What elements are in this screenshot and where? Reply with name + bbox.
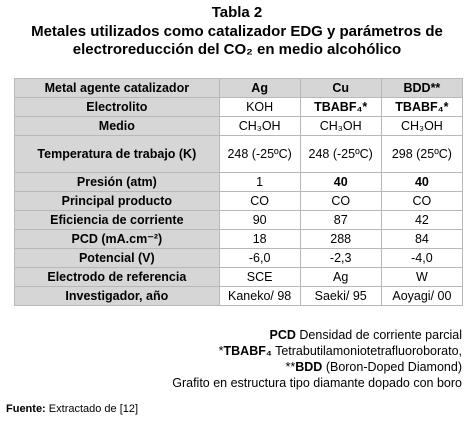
header-row: Metal agente catalizador Ag Cu BDD** (14, 78, 464, 98)
table-label: Tabla 2 (211, 4, 263, 21)
cell: 40 (299, 172, 382, 192)
table-row: PCD (mA.cm⁻²) 18 288 84 (14, 229, 464, 249)
table-row: Electrodo de referencia SCE Ag W (14, 267, 464, 287)
cell: CO (380, 191, 464, 211)
row-label: Presión (atm) (14, 172, 220, 192)
note-prefix: ** (285, 360, 296, 374)
row-label: Electrolito (14, 97, 220, 117)
table-row: Potencial (V) -6,0 -2,3 -4,0 (14, 248, 464, 268)
cell: Ag (299, 267, 382, 287)
row-label: Investigador, año (14, 286, 220, 306)
table-row: Medio CH₃OH CH₃OH CH₃OH (14, 116, 464, 136)
note-text: Densidad de corriente parcial (299, 328, 462, 342)
cell: 87 (299, 210, 382, 230)
note: *TBABF₄ Tetrabutilamoniotetrafluoroborat… (172, 343, 462, 359)
row-label: Electrodo de referencia (14, 267, 220, 287)
cell: Saeki/ 95 (299, 286, 382, 306)
cell: TBABF₄* (299, 97, 382, 117)
data-table: Metal agente catalizador Ag Cu BDD** Ele… (14, 78, 464, 306)
cell: Aoyagi/ 00 (380, 286, 464, 306)
note-text: Tetrabutilamoniotetrafluoroborato, (275, 344, 462, 358)
source-label: Fuente: (6, 403, 46, 415)
source: Fuente: Extractado de [12] (6, 403, 138, 415)
table-row: Temperatura de trabajo (K) 248 (-25ºC) 248… (14, 135, 464, 173)
cell: 90 (218, 210, 301, 230)
cell: 248 (-25ºC) (218, 135, 301, 173)
table-row: Principal producto CO CO CO (14, 191, 464, 211)
note-text: Grafito en estructura tipo diamante dopa… (172, 376, 462, 390)
header-cell: Metal agente catalizador (14, 78, 220, 98)
table-row: Presión (atm) 1 40 40 (14, 172, 464, 192)
note-prefix: * (218, 344, 224, 358)
note-term: TBABF₄ (223, 344, 272, 358)
cell: CH₃OH (218, 116, 301, 136)
cell: 42 (380, 210, 464, 230)
notes: PCD Densidad de corriente parcial *TBABF… (172, 327, 462, 391)
cell: Kaneko/ 98 (218, 286, 301, 306)
header-cell: Ag (218, 78, 301, 98)
header-cell: BDD** (380, 78, 464, 98)
note-term: BDD (295, 360, 323, 374)
source-text: Extractado de [12] (48, 403, 139, 415)
cell: -2,3 (299, 248, 382, 268)
row-label: Temperatura de trabajo (K) (14, 135, 220, 173)
cell: 288 (299, 229, 382, 249)
cell: CO (218, 191, 301, 211)
cell: 84 (380, 229, 464, 249)
note: PCD Densidad de corriente parcial (172, 327, 462, 343)
row-label: Eficiencia de corriente (14, 210, 220, 230)
cell: CO (299, 191, 382, 211)
row-label: PCD (mA.cm⁻²) (14, 229, 220, 249)
cell: SCE (218, 267, 301, 287)
table-row: Investigador, año Kaneko/ 98 Saeki/ 95 Aoya… (14, 286, 464, 306)
cell: KOH (218, 97, 301, 117)
cell: -6,0 (218, 248, 301, 268)
cell: 18 (218, 229, 301, 249)
cell: -4,0 (380, 248, 464, 268)
row-label: Medio (14, 116, 220, 136)
cell: TBABF₄* (380, 97, 464, 117)
note-term: PCD (269, 328, 296, 342)
note-text: (Boron-Doped Diamond) (325, 360, 462, 374)
row-label: Potencial (V) (14, 248, 220, 268)
note: Grafito en estructura tipo diamante dopa… (172, 375, 462, 391)
cell: 248 (-25ºC) (299, 135, 382, 173)
cell: 1 (218, 172, 301, 192)
table-row: Electrolito KOH TBABF₄* TBABF₄* (14, 97, 464, 117)
table-row: Eficiencia de corriente 90 87 42 (14, 210, 464, 230)
cell: 298 (25ºC) (380, 135, 464, 173)
header-cell: Cu (299, 78, 382, 98)
cell: 40 (380, 172, 464, 192)
cell: CH₃OH (299, 116, 382, 136)
cell: CH₃OH (380, 116, 464, 136)
cell: W (380, 267, 464, 287)
note: **BDD (Boron-Doped Diamond) (172, 359, 463, 375)
table-title: Metales utilizados como catalizador EDG … (31, 23, 443, 58)
row-label: Principal producto (14, 191, 220, 211)
